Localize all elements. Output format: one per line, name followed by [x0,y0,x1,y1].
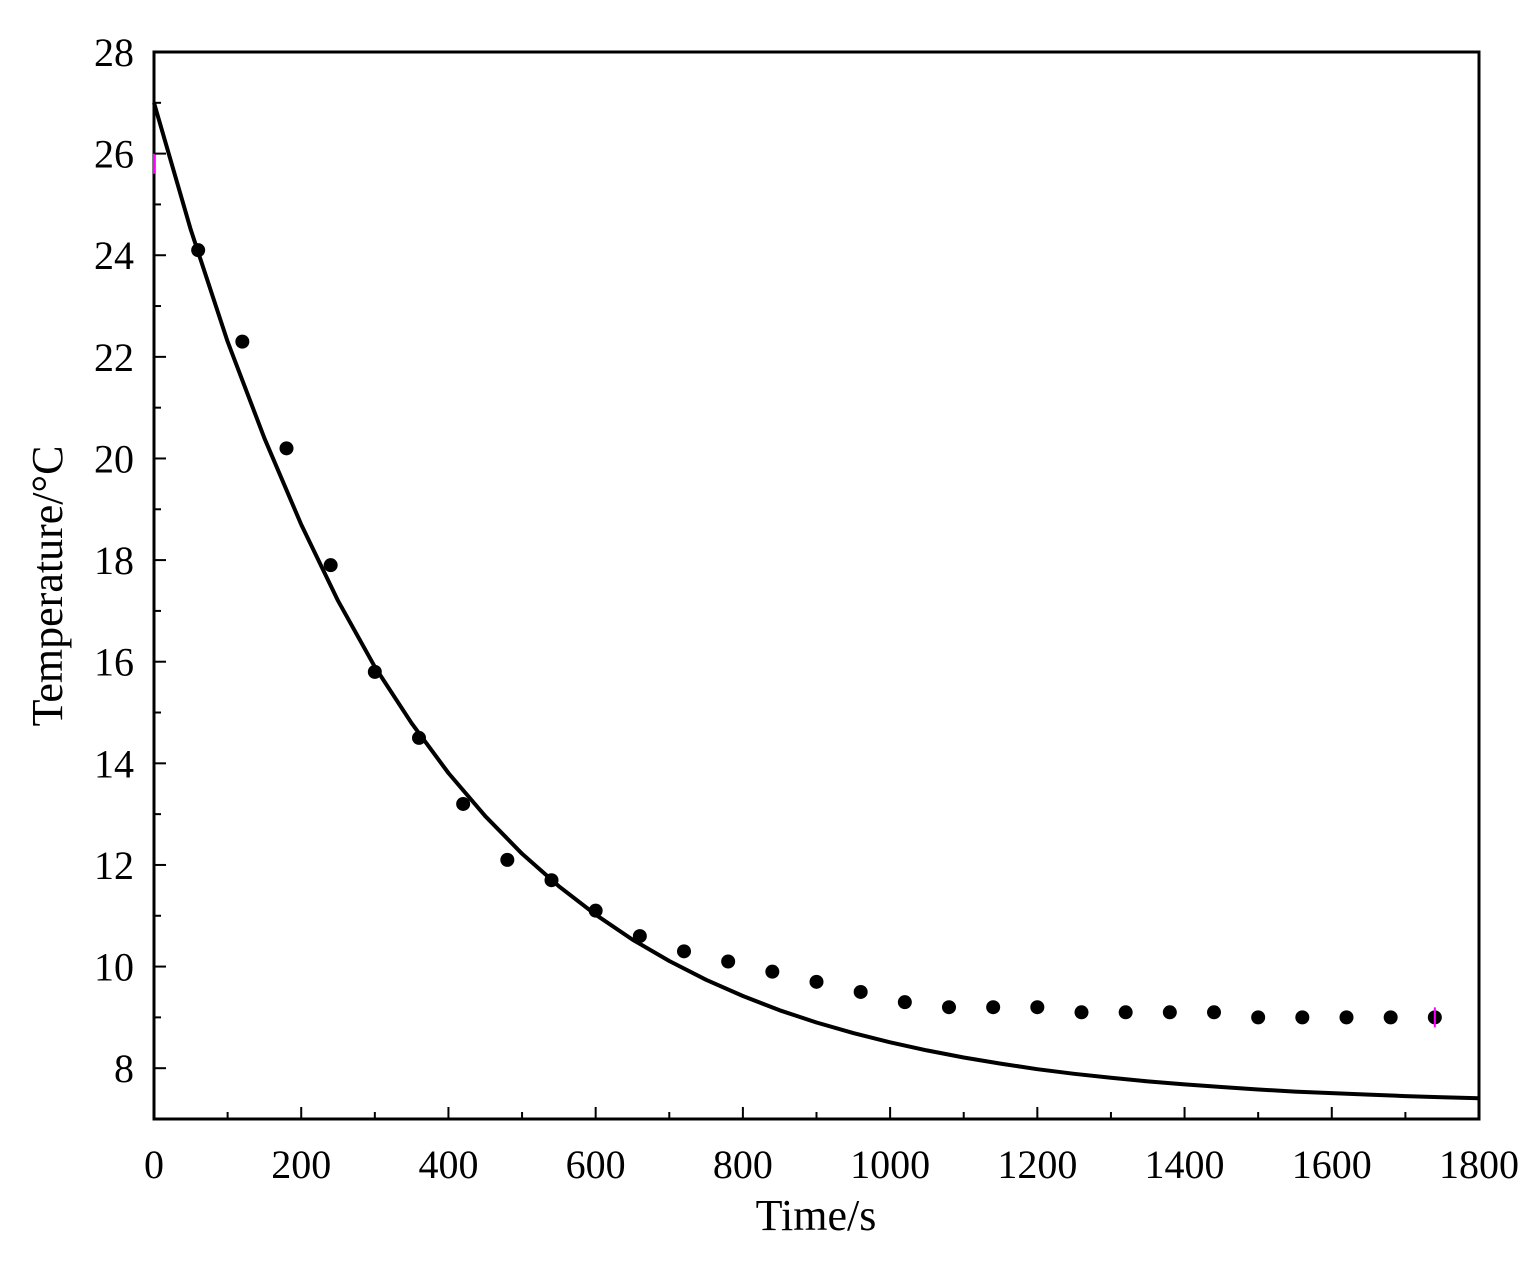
data-point [500,852,515,867]
data-point [1295,1010,1310,1025]
y-tick-label: 12 [94,843,134,888]
data-point [191,243,206,258]
data-point [721,954,736,969]
x-axis-ticks: 0 200 400 600 800 1000 1200 1400 1600 1800 [144,1107,1519,1187]
x-tick-label: 1800 [1439,1142,1519,1187]
data-point [986,1000,1001,1015]
y-tick-label: 28 [94,30,134,75]
data-point [1074,1005,1089,1020]
data-point [1383,1010,1398,1025]
data-point [809,974,824,989]
y-tick-label: 16 [94,640,134,685]
y-tick-label: 22 [94,335,134,380]
y-tick-label: 20 [94,436,134,481]
y-tick-label: 18 [94,538,134,583]
data-point [632,929,647,944]
data-point [588,903,603,918]
y-axis-label: Temperature/°C [23,446,72,727]
fit-curve-line [152,102,1480,1101]
data-point [765,964,780,979]
x-tick-label: 800 [713,1142,773,1187]
data-point [279,441,294,456]
data-point [323,558,338,573]
x-tick-label: 1000 [850,1142,930,1187]
data-point [1162,1005,1177,1020]
plot-frame [152,50,1481,1121]
highlight-markers-layer [153,153,1436,1028]
data-points-layer [191,243,1442,1025]
y-tick-label: 14 [94,741,134,786]
data-point [544,873,559,888]
data-point [677,944,691,959]
x-tick-label: 1400 [1145,1142,1225,1187]
data-point [235,334,250,349]
y-tick-label: 24 [94,233,134,278]
data-point [1251,1010,1266,1025]
data-point [942,1000,956,1015]
y-tick-label: 10 [94,945,134,990]
y-axis-ticks: 8 10 12 14 16 18 20 22 24 26 28 [94,30,166,1120]
data-point [367,664,382,679]
x-axis-label: Time/s [756,1191,877,1240]
fit-curve-layer [152,102,1480,1101]
x-tick-label: 200 [271,1142,331,1187]
data-point [1339,1010,1354,1025]
y-tick-label: 8 [114,1046,134,1091]
data-point [1207,1005,1221,1020]
data-point [1030,1000,1045,1015]
y-tick-label: 26 [94,132,134,177]
x-tick-label: 400 [418,1142,478,1187]
data-point [412,730,426,745]
data-point [897,995,912,1010]
data-point [1118,1005,1133,1020]
x-tick-label: 0 [144,1142,164,1187]
x-tick-label: 1600 [1292,1142,1372,1187]
x-tick-label: 1200 [997,1142,1077,1187]
data-point [853,984,868,999]
data-point [456,796,471,811]
x-tick-label: 600 [566,1142,626,1187]
